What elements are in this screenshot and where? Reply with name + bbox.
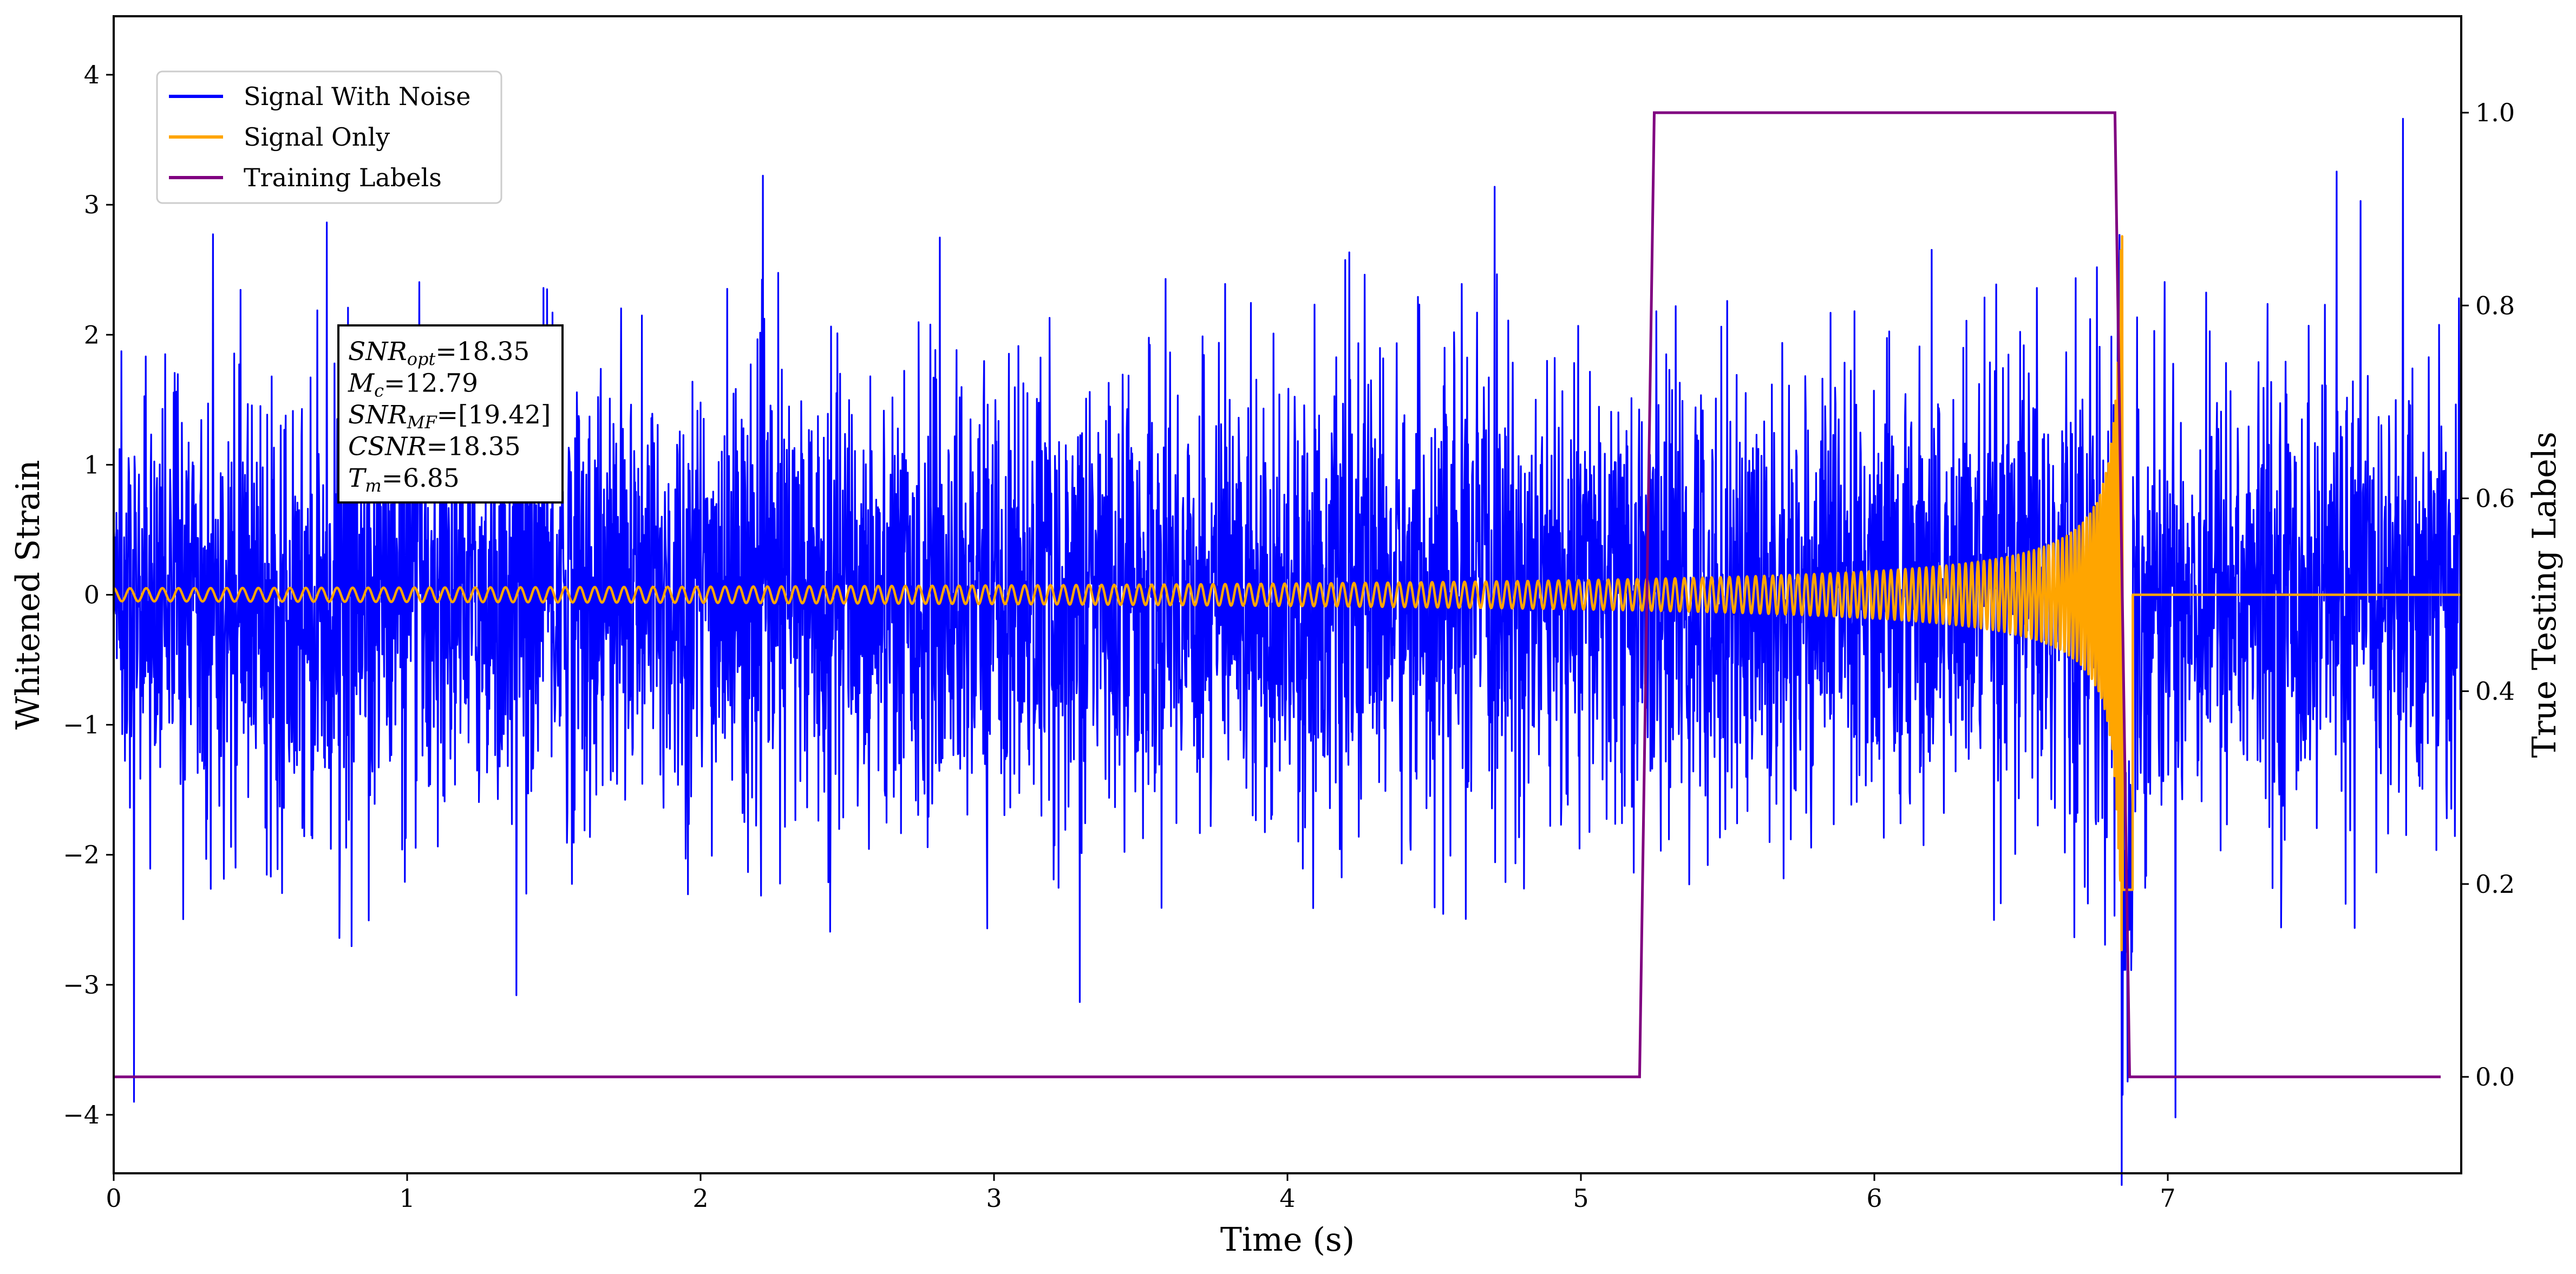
signal-series-line bbox=[113, 235, 2462, 952]
legend-label: Signal With Noise bbox=[244, 82, 470, 111]
y-right-tick-label: 1.0 bbox=[2475, 98, 2515, 127]
noise-series-group bbox=[113, 117, 2462, 1186]
annotation-line: SNRopt=18.35 bbox=[348, 337, 529, 369]
legend-label: Signal Only bbox=[244, 122, 390, 152]
y-tick-label: −2 bbox=[63, 840, 100, 870]
annotation-line: CSNR=18.35 bbox=[348, 432, 521, 462]
x-tick-label: 5 bbox=[1573, 1184, 1588, 1213]
annotation-box bbox=[337, 324, 564, 504]
signal-series-group bbox=[113, 235, 2462, 952]
labels-series-line bbox=[114, 111, 2441, 1079]
noise-series-line bbox=[113, 117, 2462, 1186]
x-axis-title: Time (s) bbox=[1220, 1221, 1355, 1259]
legend: Signal With Noise Signal Only Training Lab… bbox=[156, 70, 502, 204]
x-tick-label: 0 bbox=[106, 1184, 121, 1213]
y-tick-label: 3 bbox=[84, 190, 100, 219]
parameter-annotation: SNRopt=18.35Mc=12.79SNRMF=[19.42]CSNR=18… bbox=[337, 324, 564, 504]
x-tick-label: 2 bbox=[692, 1184, 708, 1213]
y-tick-label: −3 bbox=[63, 970, 100, 999]
legend-label: Training Labels bbox=[244, 163, 442, 192]
x-tick-label: 4 bbox=[1279, 1184, 1295, 1213]
x-tick-label: 6 bbox=[1866, 1184, 1882, 1213]
legend-box bbox=[156, 70, 502, 204]
y-axis-title: Whitened Strain bbox=[9, 460, 47, 729]
y-tick-label: −1 bbox=[63, 710, 100, 740]
x-tick-label: 1 bbox=[399, 1184, 415, 1213]
y-tick-label: 4 bbox=[84, 60, 100, 89]
y-tick-label: 0 bbox=[84, 580, 100, 610]
y-right-tick-label: 0.8 bbox=[2475, 291, 2515, 320]
y-right-tick-label: 0.2 bbox=[2475, 870, 2515, 899]
x-tick-label: 7 bbox=[2160, 1184, 2175, 1213]
axes-group: 0 1 2 3 4 5 6 7 −4 −3 −2 −1 0 1 2 3 4 0.0 0.2 0.4 0.6 0.8 1.0 T… bbox=[9, 60, 2564, 1259]
annotation-line: SNRMF=[19.42] bbox=[348, 400, 551, 433]
x-tick-label: 3 bbox=[986, 1184, 1002, 1213]
y-tick-label: −4 bbox=[63, 1100, 100, 1129]
y-right-axis-title: True Testing Labels bbox=[2526, 432, 2564, 758]
annotation-line: Mc=12.79 bbox=[348, 369, 478, 401]
y-tick-label: 2 bbox=[84, 320, 100, 349]
y-tick-label: 1 bbox=[84, 450, 100, 479]
annotation-line: Tm=6.85 bbox=[348, 463, 460, 496]
y-right-tick-label: 0.4 bbox=[2475, 677, 2515, 706]
y-right-tick-label: 0.0 bbox=[2475, 1062, 2515, 1092]
labels-series-group bbox=[114, 111, 2441, 1079]
y-right-tick-label: 0.6 bbox=[2475, 484, 2515, 513]
